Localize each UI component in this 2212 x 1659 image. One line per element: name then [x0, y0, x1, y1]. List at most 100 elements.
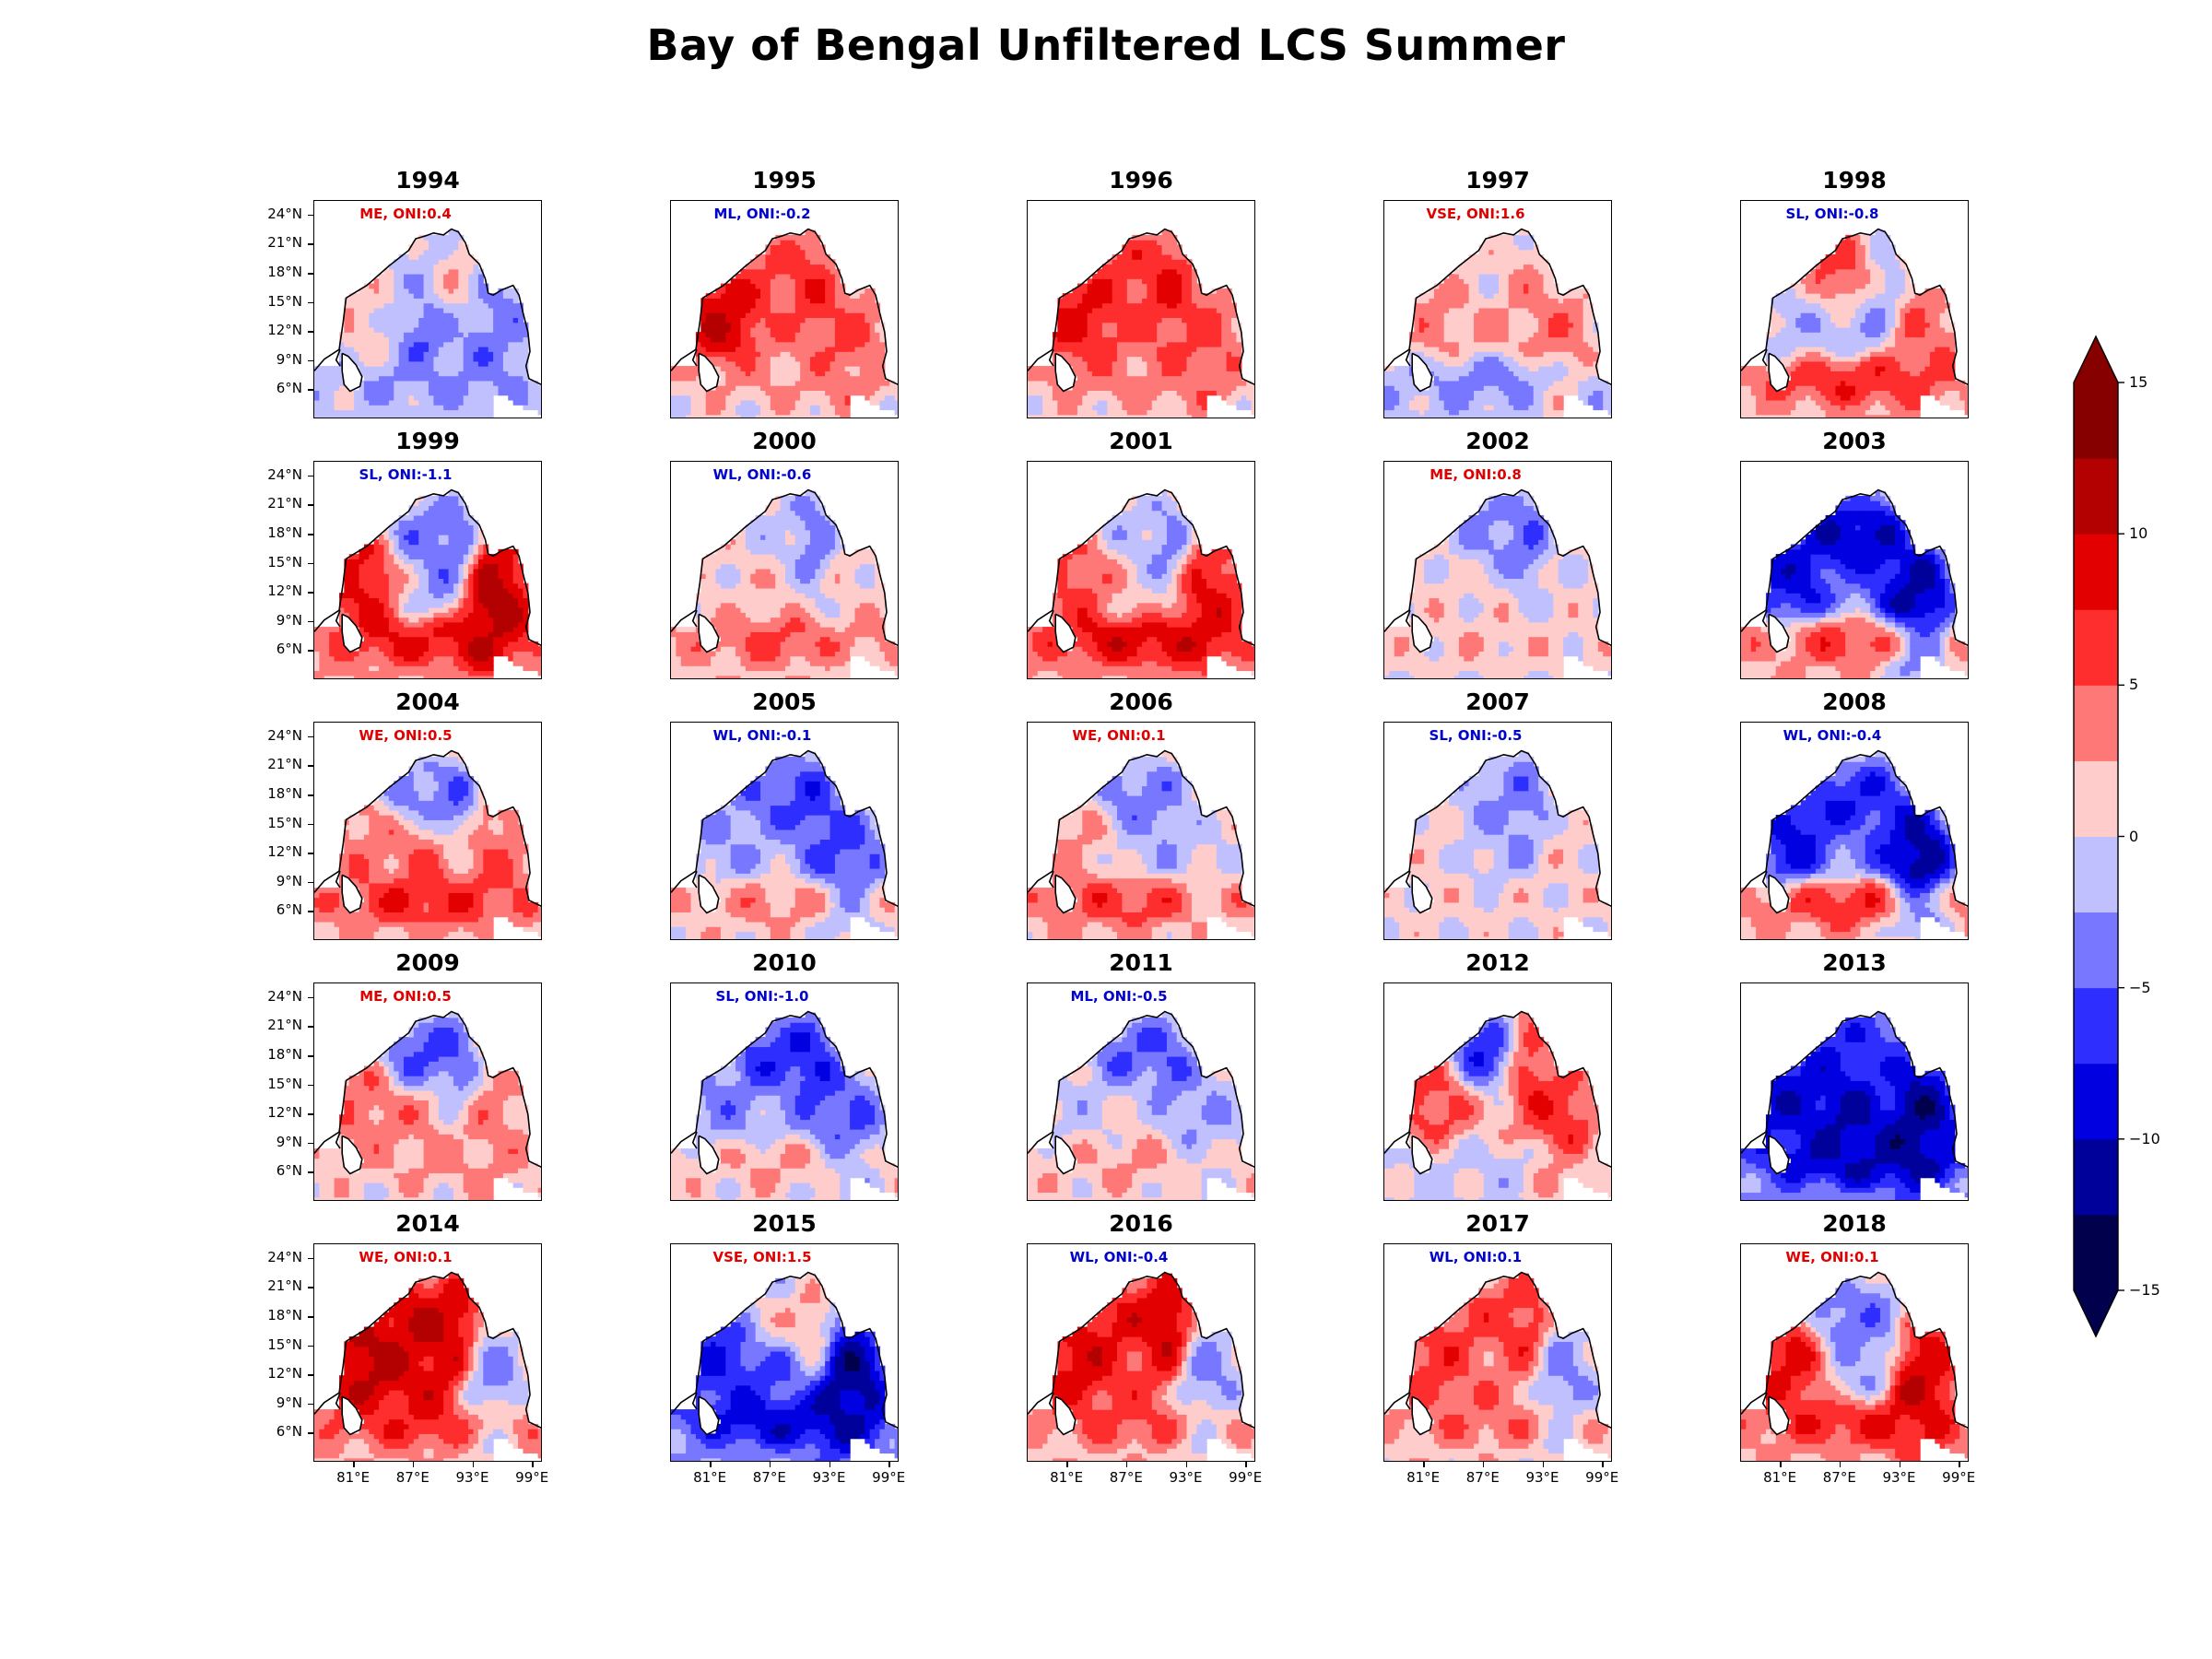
field-cell	[1503, 322, 1510, 328]
field-cell	[433, 356, 440, 362]
field-cell	[1186, 332, 1193, 338]
field-cell	[468, 326, 475, 333]
field-cell	[1101, 283, 1108, 289]
field-cell	[324, 385, 330, 391]
field-cell	[398, 356, 405, 362]
field-cell	[1032, 375, 1039, 382]
field-cell	[1136, 336, 1143, 343]
field-cell	[1453, 293, 1460, 299]
field-cell	[1563, 375, 1570, 382]
field-cell	[740, 326, 747, 333]
field-cell	[1176, 278, 1182, 285]
field-cell	[1112, 307, 1118, 313]
field-cell	[1092, 409, 1099, 416]
field-cell	[765, 332, 771, 338]
field-cell	[404, 259, 410, 265]
field-cell	[373, 414, 380, 418]
field-cell	[1236, 371, 1242, 377]
field-cell	[780, 288, 786, 294]
field-cell	[854, 356, 861, 362]
field-cell	[448, 375, 454, 382]
field-cell	[463, 341, 469, 347]
field-cell	[369, 380, 375, 386]
field-cell	[765, 414, 771, 418]
field-cell	[1097, 268, 1103, 275]
field-cell	[1558, 390, 1564, 396]
field-cell	[379, 394, 385, 401]
field-cell	[1191, 283, 1197, 289]
field-cell	[850, 332, 856, 338]
field-cell	[755, 351, 761, 358]
field-cell	[1543, 351, 1549, 358]
field-cell	[1538, 394, 1545, 401]
field-cell	[705, 351, 712, 358]
field-cell	[805, 347, 811, 352]
field-cell	[429, 385, 434, 391]
field-cell	[1126, 356, 1133, 362]
field-cell	[1142, 360, 1147, 367]
field-cell	[413, 360, 419, 367]
field-cell	[1741, 394, 1747, 401]
field-cell	[760, 278, 767, 285]
field-cell	[1493, 414, 1500, 418]
field-cell	[1101, 326, 1108, 333]
field-cell	[755, 307, 761, 313]
field-cell	[398, 332, 405, 338]
field-cell	[344, 322, 350, 328]
field-cell	[473, 385, 479, 391]
field-cell	[765, 380, 771, 386]
field-cell	[1518, 307, 1524, 313]
field-cell	[1443, 312, 1450, 318]
field-cell	[1176, 414, 1182, 418]
field-cell	[1478, 244, 1485, 251]
field-cell	[1151, 347, 1158, 352]
field-cell	[794, 302, 801, 309]
field-cell	[840, 288, 846, 294]
field-cell	[1553, 336, 1559, 343]
field-cell	[348, 356, 355, 362]
field-cell	[1201, 371, 1207, 377]
field-cell	[1182, 394, 1188, 401]
field-cell	[404, 283, 410, 289]
field-cell	[1464, 336, 1470, 343]
field-cell	[418, 312, 425, 318]
field-cell	[1543, 371, 1549, 377]
field-cell	[879, 360, 886, 367]
field-cell	[794, 394, 801, 401]
field-cell	[686, 390, 692, 396]
field-cell	[1424, 293, 1430, 299]
field-cell	[1101, 274, 1108, 279]
field-cell	[1523, 371, 1529, 377]
field-cell	[805, 341, 811, 347]
field-cell	[775, 405, 782, 411]
field-cell	[363, 298, 370, 304]
field-cell	[840, 356, 846, 362]
field-cell	[1191, 405, 1197, 411]
field-cell	[805, 409, 811, 416]
field-cell	[1418, 399, 1425, 406]
field-cell	[369, 356, 375, 362]
field-cell	[433, 283, 440, 289]
field-cell	[398, 317, 405, 324]
field-cell	[508, 360, 514, 367]
field-cell	[1157, 405, 1163, 411]
field-cell	[844, 322, 851, 328]
field-cell	[433, 268, 440, 275]
field-cell	[819, 293, 826, 299]
field-cell	[1563, 356, 1570, 362]
field-cell	[770, 336, 776, 343]
field-cell	[458, 375, 465, 382]
field-cell	[1236, 356, 1242, 362]
field-cell	[1443, 409, 1450, 416]
field-cell	[1151, 390, 1158, 396]
field-cell	[508, 347, 514, 352]
field-cell	[383, 409, 390, 416]
field-cell	[869, 356, 876, 362]
field-cell	[398, 259, 405, 265]
field-cell	[314, 399, 320, 406]
field-cell	[1186, 307, 1193, 313]
field-cell	[1082, 394, 1088, 401]
field-cell	[348, 312, 355, 318]
field-cell	[1042, 371, 1049, 377]
